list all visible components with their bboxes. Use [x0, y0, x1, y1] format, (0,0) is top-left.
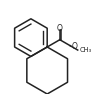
Text: O: O: [71, 42, 77, 51]
Text: CH₃: CH₃: [80, 47, 92, 53]
Text: O: O: [57, 24, 63, 33]
